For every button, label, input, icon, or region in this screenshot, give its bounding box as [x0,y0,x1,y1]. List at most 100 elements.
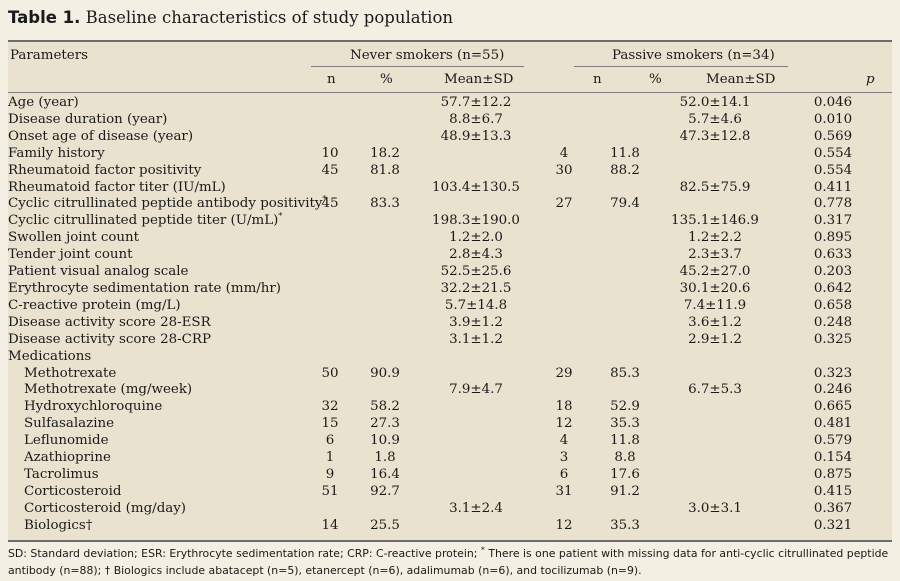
table-footnote: SD: Standard deviation; ESR: Erythrocyte… [8,545,896,579]
cell-passive-n: 12 [555,517,573,533]
table-title: Baseline characteristics of study popula… [85,8,454,27]
cell-passive-n [534,180,594,197]
cell-passive-pct [594,247,656,264]
cell-never-pct [352,213,418,230]
header-group-never-smokers: Never smokers (n=55) [350,48,505,63]
footnote-notes: There is one patient with missing data f… [8,547,889,577]
cell-passive-pct [594,315,656,332]
cell-passive-pct: 85.3 [610,365,640,381]
cell-passive-pct [594,180,656,197]
cell-never-mean [418,416,534,433]
cell-passive-pct [594,281,656,298]
row-label: Corticosteroid (mg/day) [8,501,308,518]
cell-passive-n [534,112,594,129]
cell-passive-pct [594,382,656,399]
cell-never-mean: 8.8±6.7 [449,111,503,127]
row-label: Medications [8,349,308,366]
cell-p-value: 0.633 [813,247,853,263]
cell-passive-n: 29 [555,365,573,381]
row-label: Hydroxychloroquine [8,399,308,416]
cell-never-mean: 5.7±14.8 [444,297,508,313]
cell-passive-n: 6 [559,466,569,482]
header-group-passive-smokers: Passive smokers (n=34) [612,48,775,63]
cell-passive-n: 31 [555,483,573,499]
header-n-never: n [327,72,336,87]
header-parameters: Parameters [10,48,88,63]
row-label-text: C-reactive protein (mg/L) [8,297,181,313]
cell-passive-pct: 11.8 [610,433,640,449]
cell-passive-pct: 11.8 [610,145,640,161]
row-label-text: Erythrocyte sedimentation rate (mm/hr) [8,280,282,296]
row-label-text: Medications [8,348,92,364]
table-header: Parameters Never smokers (n=55) Passive … [8,44,892,93]
cell-p-value: 0.154 [813,450,853,466]
header-pct-never: % [380,72,393,87]
header-mean-passive: Mean±SD [706,72,776,87]
group-underline-passive [574,66,788,67]
cell-p-value: 0.411 [813,179,853,195]
cell-p-value: 0.481 [813,416,853,432]
cell-passive-mean: 47.3±12.8 [679,128,751,144]
cell-never-pct [352,298,418,315]
row-label-text: Azathioprine [24,450,111,466]
cell-never-pct [352,230,418,247]
row-label-text: Cyclic citrullinated peptide titer (U/mL… [8,213,279,229]
row-label-text: Corticosteroid (mg/day) [24,500,187,516]
cell-never-mean [418,349,534,366]
cell-never-pct: 18.2 [370,145,400,161]
row-label: Rheumatoid factor titer (IU/mL) [8,180,308,197]
cell-never-n [308,95,352,112]
cell-passive-mean [656,467,774,484]
cell-passive-pct [594,213,656,230]
row-label-text: Tacrolimus [24,466,99,482]
cell-passive-mean: 2.3±3.7 [688,247,742,263]
cell-p-value: 0.875 [813,466,853,482]
cell-passive-n [534,382,594,399]
cell-p-value: 0.895 [813,230,853,246]
row-label-text: Family history [8,145,105,161]
cell-never-pct [352,501,418,518]
table-row: Corticosteroid 51 92.7 31 91.2 0.415 [8,484,892,501]
cell-p-value: 0.642 [813,280,853,296]
cell-p-value: 0.367 [813,500,853,516]
cell-passive-pct [594,501,656,518]
cell-passive-pct: 35.3 [610,416,640,432]
row-label: Age (year) [8,95,308,112]
cell-never-mean [418,163,534,180]
cell-passive-pct: 35.3 [610,517,640,533]
cell-never-n [308,213,352,230]
cell-never-n [308,349,352,366]
cell-never-pct [352,247,418,264]
cell-never-n [308,180,352,197]
cell-never-pct: 10.9 [370,433,400,449]
cell-never-mean [418,467,534,484]
cell-never-mean: 3.9±1.2 [449,314,503,330]
cell-never-n [308,315,352,332]
table-row: Methotrexate 50 90.9 29 85.3 0.323 [8,366,892,383]
cell-p-value: 0.415 [813,483,853,499]
cell-passive-pct [594,332,656,349]
cell-never-mean: 32.2±21.5 [440,280,512,296]
cell-never-n [308,264,352,281]
table-row: Disease duration (year) 8.8±6.7 5.7±4.6 0.0… [8,112,892,129]
cell-passive-pct [594,264,656,281]
table-row: Patient visual analog scale 52.5±25.6 45.2… [8,264,892,281]
row-label-text: Tender joint count [8,247,133,263]
table-row: Disease activity score 28-ESR 3.9±1.2 3.6±… [8,315,892,332]
table-row: Hydroxychloroquine 32 58.2 18 52.9 0.665 [8,399,892,416]
cell-never-mean [418,450,534,467]
row-label-text: Cyclic citrullinated peptide antibody po… [8,196,323,212]
cell-passive-n [534,332,594,349]
row-label-text: Age (year) [8,95,79,110]
cell-passive-n [534,230,594,247]
cell-never-mean: 48.9±13.3 [440,128,512,144]
cell-never-mean: 198.3±190.0 [432,213,520,229]
row-label-text: Rheumatoid factor titer (IU/mL) [8,179,226,195]
cell-passive-pct: 52.9 [610,399,640,415]
cell-never-pct [352,95,418,112]
cell-passive-pct [594,230,656,247]
cell-passive-mean [656,196,774,213]
row-label: Swollen joint count [8,230,308,247]
table-row: Disease activity score 28-CRP 3.1±1.2 2.9±… [8,332,892,349]
cell-passive-pct: 79.4 [610,196,640,212]
